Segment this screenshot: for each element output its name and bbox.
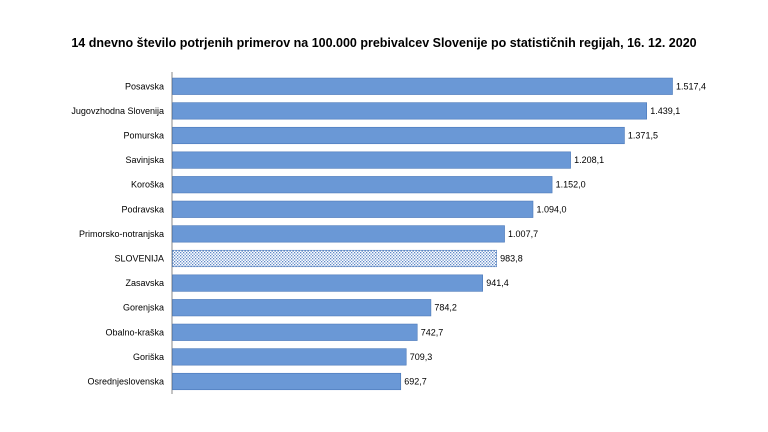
value-label: 784,2 (434, 303, 457, 313)
value-label: 1.152,0 (556, 180, 586, 190)
value-label: 742,7 (421, 327, 444, 337)
value-label: 1.371,5 (628, 131, 658, 141)
category-label: Zasavska (125, 278, 164, 288)
chart-title: 14 dnevno število potrjenih primerov na … (71, 36, 697, 50)
value-label: 692,7 (404, 377, 427, 387)
bar (172, 126, 625, 145)
category-label: Koroška (131, 180, 164, 190)
bar (172, 372, 402, 391)
bar (172, 151, 571, 169)
bar (172, 274, 484, 292)
bar (172, 176, 553, 194)
value-label: 1.007,7 (508, 229, 538, 239)
category-label: Primorsko-notranjska (79, 229, 164, 239)
bar (172, 77, 673, 95)
value-label: 1.094,0 (536, 204, 566, 214)
value-label: 1.439,1 (650, 106, 680, 116)
category-label: Osrednjeslovenska (87, 377, 164, 387)
bar-slovenija (172, 249, 497, 268)
category-label: Jugovzhodna Slovenija (71, 106, 164, 116)
bar (172, 348, 407, 366)
bar (172, 102, 647, 120)
category-label: Podravska (121, 204, 164, 214)
value-label: 709,3 (410, 352, 433, 362)
bar (172, 225, 505, 243)
category-label: Posavska (125, 81, 164, 91)
bar (172, 200, 534, 218)
bar (172, 323, 418, 341)
category-label: Gorenjska (123, 303, 164, 313)
value-label: 1.208,1 (574, 155, 604, 165)
category-label: Goriška (133, 352, 164, 362)
category-label: Savinjska (125, 155, 164, 165)
value-label: 941,4 (486, 278, 509, 288)
category-label: SLOVENIJA (114, 254, 164, 264)
category-label: Pomurska (123, 131, 164, 141)
bar (172, 299, 432, 317)
value-label: 983,8 (500, 254, 523, 264)
category-label: Obalno-kraška (105, 327, 164, 337)
value-label: 1.517,4 (676, 81, 706, 91)
